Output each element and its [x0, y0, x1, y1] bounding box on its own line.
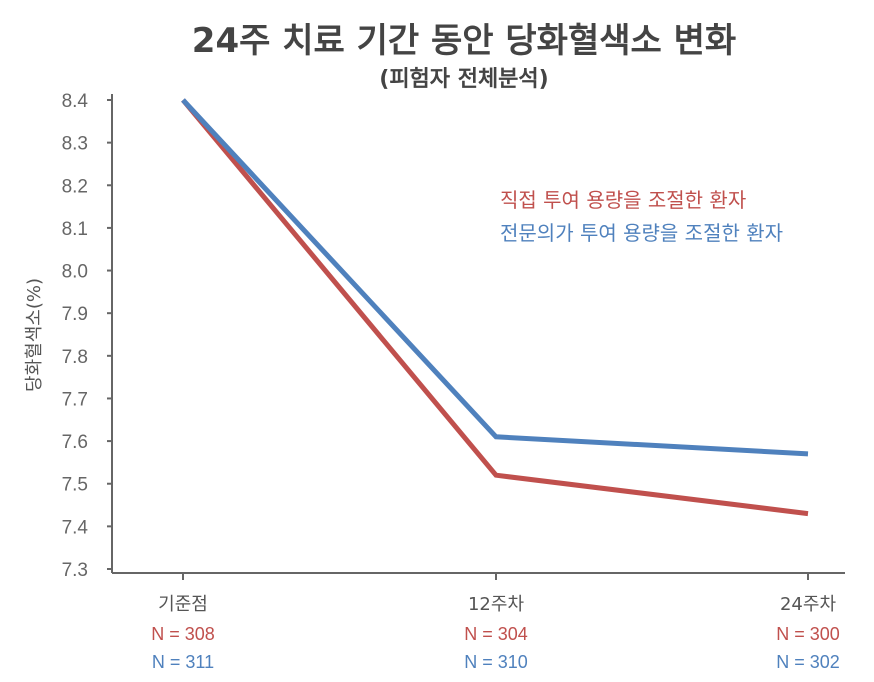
y-tick-label: 7.7: [62, 389, 88, 410]
series-lines: [181, 98, 809, 517]
series-line-1: [181, 98, 809, 517]
n-label-series-2: N = 311: [152, 652, 214, 672]
n-labels: N = 308 N = 304 N = 300 N = 311 N = 310 N = 3…: [151, 624, 840, 672]
y-tick-label: 8.3: [62, 134, 88, 155]
y-tick-label: 7.6: [62, 432, 88, 453]
series-line-2: [181, 98, 809, 457]
n-label-series-1: N = 300: [776, 624, 840, 644]
y-tick-label: 8.1: [62, 219, 88, 240]
n-label-series-2: N = 302: [776, 652, 840, 672]
x-tick-label: 24주차: [780, 594, 836, 615]
y-tick-label: 7.9: [62, 304, 88, 325]
chart-title: 24주 치료 기간 동안 당화혈색소 변화: [192, 21, 736, 61]
y-ticks: 7.3 7.4 7.5 7.6 7.7 7.8 7.9 8.0 8.1 8.2 8.3 8.4: [62, 91, 112, 581]
y-tick-label: 8.0: [62, 262, 88, 283]
x-ticks: 기준점 12주차 24주차: [158, 573, 836, 615]
y-tick-label: 7.3: [62, 560, 88, 581]
x-tick-label: 12주차: [468, 594, 524, 615]
n-label-series-1: N = 308: [151, 624, 215, 644]
legend-label-series-1: 직접 투여 용량을 조절한 환자: [500, 188, 746, 212]
y-tick-label: 7.4: [62, 517, 89, 538]
y-tick-label: 8.2: [62, 176, 88, 197]
n-label-series-1: N = 304: [464, 624, 528, 644]
y-axis-label: 당화혈색소(%): [24, 278, 45, 392]
legend-label-series-2: 전문의가 투여 용량을 조절한 환자: [500, 221, 783, 245]
y-tick-label: 7.5: [62, 475, 88, 496]
x-tick-label: 기준점: [158, 594, 208, 615]
y-tick-label: 8.4: [62, 91, 89, 112]
y-tick-label: 7.8: [62, 347, 88, 368]
chart-subtitle: (피험자 전체분석): [379, 66, 548, 92]
n-label-series-2: N = 310: [464, 652, 528, 672]
